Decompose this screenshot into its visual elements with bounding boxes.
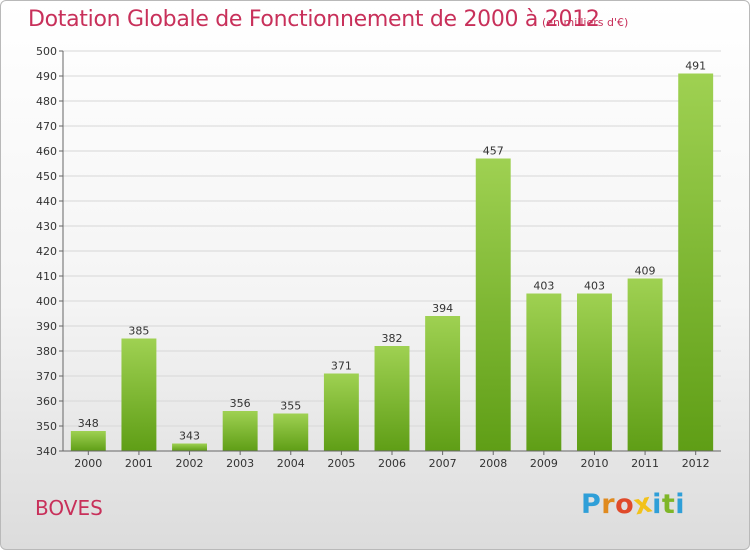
y-tick-label: 470 [36, 120, 57, 133]
bar [121, 338, 157, 451]
y-tick-label: 340 [36, 445, 57, 458]
bar [627, 278, 663, 451]
bar-value-label: 457 [483, 145, 504, 158]
y-tick-label: 480 [36, 95, 57, 108]
bar-value-label: 355 [280, 400, 301, 413]
chart-title: Dotation Globale de Fonctionnement de 20… [28, 7, 600, 32]
y-tick-label: 410 [36, 270, 57, 283]
bar [172, 443, 208, 451]
logo-letter: i [675, 489, 686, 520]
logo-letter: t [661, 489, 676, 520]
bar [323, 373, 359, 451]
bar-value-label: 409 [635, 265, 656, 278]
bar-value-label: 491 [685, 60, 706, 73]
bar-value-label: 403 [584, 280, 605, 293]
bar [273, 413, 309, 451]
x-tick-label: 2002 [176, 457, 204, 470]
bar-value-label: 371 [331, 360, 352, 373]
bar-value-label: 385 [128, 325, 149, 338]
x-tick-label: 2005 [327, 457, 355, 470]
y-tick-label: 380 [36, 345, 57, 358]
proxiti-logo[interactable]: Proxiti [581, 487, 686, 521]
bars: 348 385 343 356 355 371 382 394 457 403 403 409 491 [70, 60, 714, 451]
city-name: BOVES [35, 496, 103, 520]
y-tick-label: 500 [36, 45, 57, 58]
y-tick-label: 450 [36, 170, 57, 183]
x-tick-label: 2000 [74, 457, 102, 470]
bar-value-label: 403 [533, 280, 554, 293]
logo-letter: o [615, 489, 635, 520]
chart-subtitle: (en milliers d'€) [542, 16, 629, 29]
y-tick-label: 400 [36, 295, 57, 308]
logo-letter: i [652, 489, 662, 520]
bar-value-label: 356 [230, 397, 251, 410]
x-tick-label: 2011 [631, 457, 659, 470]
y-tick-label: 370 [36, 370, 57, 383]
bar [70, 431, 106, 451]
bar [526, 293, 562, 451]
y-tick-label: 460 [36, 145, 57, 158]
x-tick-label: 2004 [277, 457, 305, 470]
logo-letter: r [601, 489, 616, 520]
y-tick-label: 360 [36, 395, 57, 408]
y-tick-label: 440 [36, 195, 57, 208]
y-tick-label: 420 [36, 245, 57, 258]
x-tick-label: 2007 [429, 457, 457, 470]
bar [576, 293, 612, 451]
y-tick-label: 350 [36, 420, 57, 433]
x-tick-label: 2012 [682, 457, 710, 470]
bar [678, 73, 714, 451]
bar [475, 158, 511, 451]
bar [374, 346, 410, 451]
bar-value-label: 348 [78, 417, 99, 430]
x-tick-label: 2010 [580, 457, 608, 470]
x-tick-label: 2003 [226, 457, 254, 470]
bar [222, 411, 258, 451]
x-tick-label: 2009 [530, 457, 558, 470]
x-tick-label: 2008 [479, 457, 507, 470]
bar-value-label: 343 [179, 430, 200, 443]
logo-letter: P [581, 489, 602, 520]
y-tick-label: 390 [36, 320, 57, 333]
bar [425, 316, 461, 451]
bar-value-label: 382 [382, 332, 403, 345]
x-tick-label: 2001 [125, 457, 153, 470]
bar-value-label: 394 [432, 302, 453, 315]
y-axis: 340 350 360 370 380 390 400 410 420 430 440 450 460 4… [36, 45, 64, 458]
x-axis: 2000 2001 2002 2003 2004 2005 2006 2007 2008 2009… [63, 450, 721, 470]
y-tick-label: 430 [36, 220, 57, 233]
y-tick-label: 490 [36, 70, 57, 83]
x-tick-label: 2006 [378, 457, 406, 470]
